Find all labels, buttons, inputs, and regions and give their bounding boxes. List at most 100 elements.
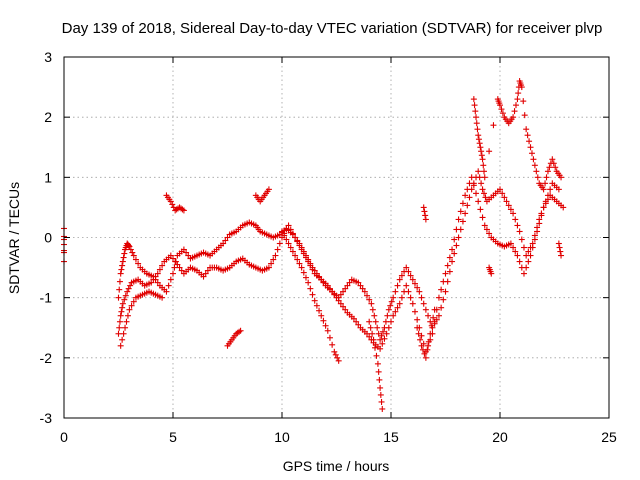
data-point-interp: [405, 288, 412, 295]
data-point: [479, 186, 486, 193]
data-point-interp: [521, 112, 528, 119]
data-point-interp: [334, 354, 341, 361]
data-point: [416, 288, 423, 295]
data-point: [470, 96, 477, 103]
data-point-interp: [379, 340, 386, 347]
data-point: [409, 276, 416, 283]
data-point-interp: [129, 249, 136, 256]
data-point-interp: [316, 307, 323, 314]
x-tick-label: 20: [492, 429, 508, 445]
data-point-interp: [367, 324, 374, 331]
data-point: [311, 297, 318, 304]
data-point-interp: [478, 148, 485, 155]
data-point-interp: [420, 300, 427, 307]
data-point: [331, 348, 338, 355]
data-point-interp: [477, 206, 484, 213]
data-point: [418, 342, 425, 349]
data-point: [170, 270, 176, 277]
data-point: [390, 312, 397, 319]
data-point-interp: [123, 318, 130, 325]
data-point: [167, 252, 174, 259]
x-tick-label: 25: [601, 429, 617, 445]
data-point: [379, 405, 386, 412]
data-point: [475, 168, 482, 175]
data-point: [126, 306, 133, 313]
data-point: [355, 279, 362, 286]
data-point: [475, 132, 482, 139]
data-point-interp: [392, 288, 399, 295]
data-point: [531, 162, 538, 169]
data-point: [292, 234, 299, 241]
data-point-interp: [337, 291, 344, 298]
data-point: [318, 312, 325, 319]
data-point: [285, 240, 292, 247]
data-point-interp: [486, 148, 493, 155]
data-point-interp: [381, 335, 388, 342]
data-point: [265, 264, 272, 271]
data-point-interp: [156, 266, 163, 273]
data-point: [350, 315, 357, 322]
data-point-interp: [296, 242, 303, 249]
data-point-interp: [411, 280, 418, 287]
data-point-interp: [533, 168, 540, 175]
data-point-interp: [170, 255, 176, 262]
data-point: [342, 285, 349, 292]
data-point-interp: [538, 212, 545, 219]
data-point-interp: [373, 352, 380, 359]
data-point-interp: [369, 306, 376, 313]
data-point-interp: [127, 282, 134, 289]
data-point: [298, 264, 305, 271]
x-tick-label: 15: [383, 429, 399, 445]
data-point-interp: [127, 246, 134, 253]
data-point-interp: [183, 249, 190, 256]
data-point-interp: [425, 342, 432, 349]
data-point: [364, 330, 371, 337]
data-point-interp: [544, 196, 551, 203]
data-point: [383, 330, 390, 337]
data-point: [455, 234, 462, 241]
data-point-interp: [453, 242, 460, 249]
data-point-interp: [499, 110, 506, 117]
data-point-interp: [425, 338, 432, 345]
data-point-interp: [525, 258, 532, 265]
data-point-interp: [378, 398, 385, 405]
data-point: [385, 306, 392, 313]
data-point-interp: [388, 318, 394, 325]
data-point-interp: [320, 317, 327, 324]
data-point-interp: [486, 230, 493, 237]
x-tick-label: 0: [60, 429, 68, 445]
data-point: [558, 174, 565, 181]
data-point-interp: [302, 274, 309, 281]
data-point-interp: [501, 194, 508, 201]
data-point: [468, 174, 475, 181]
data-point: [117, 270, 124, 277]
data-point-interp: [342, 306, 349, 313]
data-point-interp: [512, 216, 519, 223]
data-point: [477, 144, 484, 151]
data-point: [368, 300, 375, 307]
data-point-interp: [340, 288, 347, 295]
data-point-interp: [481, 190, 488, 197]
data-point: [279, 228, 285, 235]
data-point-interp: [440, 278, 447, 285]
data-point: [163, 288, 170, 295]
data-point-interp: [287, 226, 294, 233]
data-point-interp: [531, 236, 538, 243]
data-point: [265, 186, 272, 193]
data-point: [148, 279, 155, 286]
data-point-interp: [414, 316, 421, 323]
data-point: [527, 144, 534, 151]
x-tick-label: 10: [274, 429, 290, 445]
data-point: [507, 240, 514, 247]
data-point-interp: [505, 202, 512, 209]
data-point-interp: [274, 246, 281, 253]
data-point-interp: [380, 328, 387, 335]
data-point: [560, 204, 567, 211]
data-point-interp: [394, 304, 401, 311]
data-point: [361, 288, 368, 295]
data-point-interp: [394, 282, 401, 289]
data-point: [558, 252, 565, 259]
data-point-interp: [329, 288, 336, 295]
data-point: [510, 210, 517, 217]
data-point: [481, 222, 488, 229]
